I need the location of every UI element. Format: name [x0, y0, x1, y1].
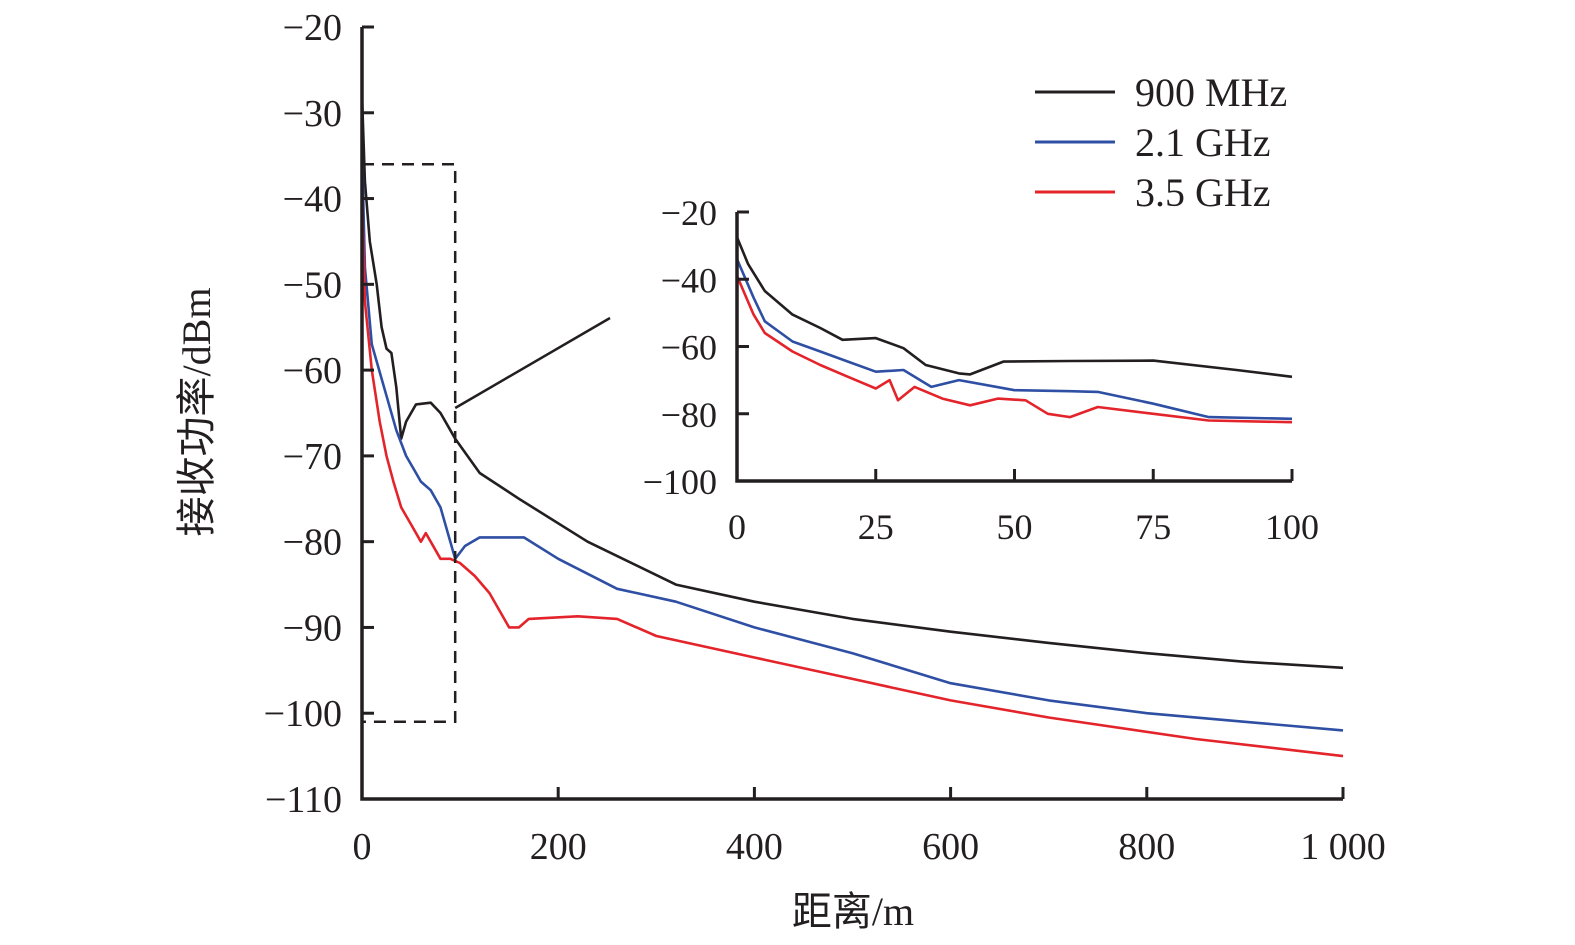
- y-tick-label: −100: [264, 693, 342, 735]
- series-line-900-mhz: [360, 95, 1344, 670]
- series-line-2-1-ghz: [735, 258, 1293, 421]
- main-plot: −20 −30 −40 −50 −60 −70 −80 −90 −100 −110 0 200 400 6…: [264, 7, 1386, 868]
- x-tick-label: 1 000: [1300, 826, 1386, 868]
- y-tick-label: −70: [283, 436, 342, 478]
- y-tick-label: −60: [661, 328, 717, 368]
- y-axis-label: 接收功率/dBm: [174, 288, 219, 537]
- y-tick-label: −80: [283, 522, 342, 564]
- x-tick-label: 75: [1135, 507, 1171, 547]
- legend-label-2-1ghz: 2.1 GHz: [1135, 120, 1271, 165]
- y-tick-label: −110: [265, 779, 342, 821]
- x-tick-label: 0: [353, 826, 372, 868]
- x-tick-label: 400: [726, 826, 783, 868]
- x-tick-label: 25: [858, 507, 894, 547]
- zoom-connector-line: [454, 316, 611, 410]
- legend-label-900mhz: 900 MHz: [1135, 70, 1287, 115]
- x-tick-label: 50: [997, 507, 1033, 547]
- legend: 900 MHz 2.1 GHz 3.5 GHz: [1035, 70, 1287, 215]
- y-tick-label: −50: [283, 264, 342, 306]
- x-tick-label: 800: [1118, 826, 1175, 868]
- x-tick-label: 600: [922, 826, 979, 868]
- series-line-2-1-ghz: [360, 147, 1344, 732]
- y-tick-label: −40: [661, 260, 717, 300]
- axes: [735, 212, 1292, 483]
- series-line-3-5-ghz: [735, 275, 1293, 424]
- y-tick-label: −30: [283, 93, 342, 135]
- y-tick-label: −100: [643, 462, 717, 502]
- x-tick-label: 0: [728, 507, 746, 547]
- y-tick-label: −90: [283, 607, 342, 649]
- zoom-region-box: [362, 162, 457, 724]
- series-line-3-5-ghz: [360, 198, 1344, 758]
- y-tick-label: −20: [283, 7, 342, 49]
- legend-label-3-5ghz: 3.5 GHz: [1135, 170, 1271, 215]
- x-axis-label: 距离/m: [792, 889, 914, 934]
- y-tick-label: −80: [661, 395, 717, 435]
- x-tick-label: 200: [530, 826, 587, 868]
- y-tick-label: −60: [283, 350, 342, 392]
- y-tick-label: −40: [283, 179, 342, 221]
- inset-plot: −20 −40 −60 −80 −100 0 25 50 75 100: [643, 193, 1319, 547]
- series-line-900-mhz: [735, 236, 1293, 379]
- y-tick-label: −20: [661, 193, 717, 233]
- x-tick-label: 100: [1265, 507, 1319, 547]
